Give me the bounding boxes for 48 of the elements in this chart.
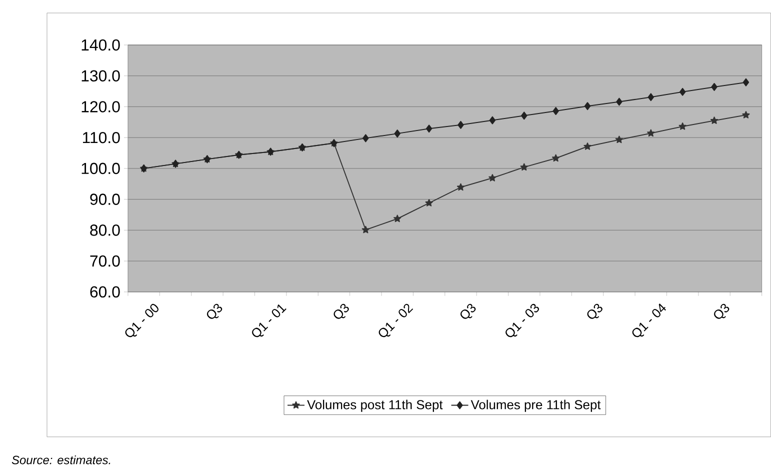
source-note: Source: estimates. [12, 456, 110, 464]
point [521, 112, 528, 120]
x-tick-label: Q3 [460, 304, 476, 319]
x-tick-label: Q3 [714, 304, 730, 319]
point [425, 199, 433, 206]
y-tick-label: 100.0 [82, 162, 120, 174]
x-tick-label: Q1 - 01 [252, 304, 286, 338]
point [647, 129, 655, 137]
y-tick-label: 90.0 [90, 194, 120, 206]
point [742, 78, 750, 86]
point [584, 102, 591, 110]
x-tick-label: Q3 [206, 304, 222, 319]
y-tick-label: 120.0 [82, 101, 120, 112]
x-tick-label: Q1 - 04 [632, 304, 666, 338]
point [488, 174, 496, 182]
point [710, 116, 718, 124]
y-tick-label: 80.0 [90, 224, 120, 236]
legend-label: Volumes pre 11th Sept [470, 400, 601, 412]
x-tick-label: Q3 [587, 304, 602, 319]
point [742, 111, 750, 118]
point [520, 163, 528, 171]
point [458, 121, 464, 129]
point [552, 107, 559, 116]
x-tick-label: Q3 [334, 304, 349, 319]
point [615, 136, 624, 144]
x-tick-label: Q1 - 02 [378, 304, 414, 338]
x-tick-label: Q1 - 00 [125, 304, 158, 338]
point [679, 88, 686, 96]
y-tick-label: 130.0 [82, 70, 120, 82]
point [362, 226, 370, 234]
point [426, 124, 432, 133]
y-tick-label: 140.0 [82, 39, 120, 51]
point [362, 134, 369, 142]
point [711, 83, 718, 91]
y-tick-label: 110.0 [82, 132, 120, 144]
y-tick-label: 60.0 [90, 286, 120, 298]
point [394, 130, 400, 138]
legend-label: Volumes post 11th Sept [307, 400, 443, 412]
y-tick-label: 70.0 [90, 255, 120, 267]
point [552, 154, 560, 162]
point [648, 93, 654, 102]
point [489, 116, 496, 124]
x-tick-label: Q1 - 03 [506, 304, 540, 338]
point [456, 183, 465, 191]
point [616, 98, 622, 106]
point [678, 122, 686, 130]
point [584, 142, 592, 150]
point [394, 214, 402, 222]
